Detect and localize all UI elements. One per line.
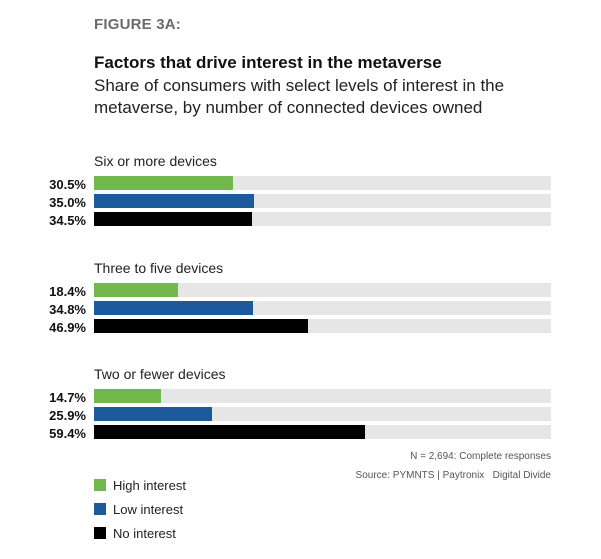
legend-label: Low interest <box>113 502 184 517</box>
value-label: 25.9% <box>49 408 86 423</box>
legend-swatch <box>94 527 106 539</box>
bar-track <box>94 319 551 333</box>
bar-track <box>94 425 551 439</box>
legend-label: No interest <box>113 526 176 541</box>
legend-swatch <box>94 503 106 515</box>
value-label: 18.4% <box>49 284 86 299</box>
bar-track <box>94 194 551 208</box>
bar-low-interest <box>94 407 213 421</box>
bar-low-interest <box>94 194 254 208</box>
source-note: Source: PYMNTS | Paytronix Digital Divid… <box>355 470 551 481</box>
bar-high-interest <box>94 389 162 403</box>
legend-item-high-interest: High interest <box>94 478 186 493</box>
group-label-two-or-fewer: Two or fewer devices <box>94 366 226 382</box>
bar-high-interest <box>94 283 179 297</box>
legend-label: High interest <box>113 478 186 493</box>
bar-no-interest <box>94 212 252 226</box>
bar-track <box>94 176 551 190</box>
value-label: 35.0% <box>49 195 86 210</box>
bar-track <box>94 283 551 297</box>
bar-track <box>94 389 551 403</box>
bar-track <box>94 301 551 315</box>
legend-swatch <box>94 479 106 491</box>
chart-subtitle: Share of consumers with select levels of… <box>94 76 505 117</box>
bar-no-interest <box>94 425 366 439</box>
group-label-six-or-more: Six or more devices <box>94 153 217 169</box>
bar-track <box>94 212 551 226</box>
value-label: 46.9% <box>49 320 86 335</box>
bar-high-interest <box>94 176 234 190</box>
group-label-three-to-five: Three to five devices <box>94 260 224 276</box>
figure-label: FIGURE 3A: <box>94 16 182 33</box>
chart-title: Factors that drive interest in the metav… <box>94 53 442 72</box>
bar-low-interest <box>94 301 254 315</box>
bar-track <box>94 407 551 421</box>
value-label: 14.7% <box>49 390 86 405</box>
value-label: 59.4% <box>49 426 86 441</box>
bar-no-interest <box>94 319 309 333</box>
value-label: 34.5% <box>49 213 86 228</box>
sample-note: N = 2,694: Complete responses <box>410 451 551 462</box>
legend-item-low-interest: Low interest <box>94 502 183 517</box>
value-label: 30.5% <box>49 177 86 192</box>
legend-item-no-interest: No interest <box>94 526 176 541</box>
value-label: 34.8% <box>49 302 86 317</box>
